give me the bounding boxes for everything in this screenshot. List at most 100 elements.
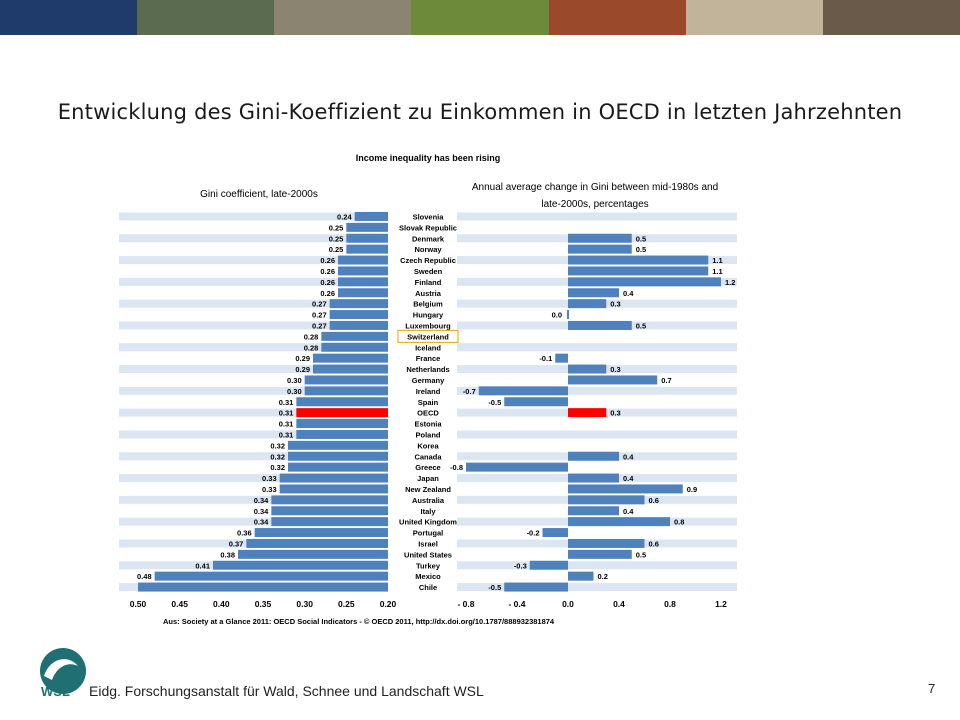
axis-ticks: 0.50 0.45 0.40 0.35 0.30 0.25 0.20 - 0.8 - 0.4 0.… [130, 599, 727, 609]
gini-bar [213, 560, 388, 570]
gini-value-label: 0.32 [270, 441, 285, 450]
country-label: Hungary [413, 311, 444, 320]
gini-value-label: 0.32 [270, 452, 285, 461]
change-bar [568, 506, 619, 516]
change-value-label: 1.1 [712, 267, 722, 276]
stripe-left [119, 386, 388, 395]
gini-value-label: 0.27 [312, 311, 327, 320]
change-value-label: 0.6 [649, 496, 659, 505]
gini-value-label: 0.28 [304, 332, 319, 341]
change-bar [568, 375, 658, 385]
gini-bar [271, 517, 388, 527]
change-bar [568, 538, 645, 548]
country-label: Poland [415, 430, 440, 439]
country-label: Korea [417, 441, 439, 450]
change-value-label: 0.9 [687, 485, 697, 494]
stripe-left [119, 452, 388, 461]
change-bar [568, 244, 632, 254]
country-label: Sweden [414, 267, 443, 276]
change-value-label: 0.4 [623, 452, 634, 461]
stripe-left [119, 474, 388, 483]
gini-bar [154, 571, 388, 581]
gini-value-label: 0.26 [320, 267, 335, 276]
gini-bar [329, 310, 388, 320]
banner-photo-5 [548, 0, 686, 35]
country-label: Canada [414, 452, 442, 461]
country-label: Estonia [414, 420, 442, 429]
change-bar [568, 451, 619, 461]
source-note: Aus: Society at a Glance 2011: OECD Soci… [163, 617, 555, 626]
left-tick-label: 0.30 [296, 599, 313, 609]
country-label: OECD [417, 409, 439, 418]
country-label: Japan [417, 474, 439, 483]
country-label: Netherlands [406, 365, 449, 374]
right-tick-label: - 0.8 [457, 599, 474, 609]
gini-bar [288, 462, 388, 472]
change-bar [542, 528, 568, 538]
right-tick-label: 1.2 [715, 599, 727, 609]
gini-bar [338, 266, 388, 276]
stripe-right [457, 343, 737, 352]
gini-bar [346, 244, 388, 254]
page-number: 7 [928, 681, 936, 696]
change-value-label: 0.5 [636, 245, 646, 254]
change-value-label: -0.1 [539, 354, 552, 363]
change-bar [568, 484, 683, 494]
stripe-left [119, 495, 388, 504]
header-photo-banner [0, 0, 960, 35]
change-value-label: 0.5 [636, 321, 646, 330]
gini-bar [254, 528, 388, 538]
stripe-left [119, 212, 388, 221]
stripe-left [119, 408, 388, 417]
stripe-left [119, 234, 388, 243]
country-label: Chile [419, 583, 437, 592]
stripe-right [457, 430, 737, 439]
stripe-left [119, 365, 388, 374]
gini-bar [313, 364, 388, 374]
gini-bar [246, 538, 388, 548]
left-tick-label: 0.25 [338, 599, 355, 609]
gini-value-label: 0.24 [337, 212, 352, 221]
left-tick-label: 0.40 [213, 599, 230, 609]
change-bar [568, 571, 594, 581]
change-value-label: -0.5 [488, 398, 501, 407]
change-value-label: 0.3 [610, 300, 620, 309]
right-tick-label: 0.8 [664, 599, 676, 609]
country-label: Slovenia [413, 212, 445, 221]
change-value-label: -0.2 [527, 529, 540, 538]
stripe-right [457, 583, 737, 592]
change-value-label: 0.4 [623, 507, 634, 516]
right-axis-label-line2: late-2000s, percentages [541, 199, 648, 210]
gini-value-label: 0.48 [137, 572, 152, 581]
country-label: France [416, 354, 441, 363]
gini-bar [288, 451, 388, 461]
change-value-label: 0.2 [598, 572, 608, 581]
gini-value-label: 0.38 [220, 550, 235, 559]
gini-bar [271, 506, 388, 516]
banner-photo-1 [0, 0, 138, 35]
country-label: United Kingdom [399, 518, 457, 527]
gini-bar [279, 473, 388, 483]
change-bar [478, 386, 568, 396]
change-value-label: 0.6 [649, 539, 659, 548]
change-bar [529, 560, 568, 570]
gini-bar [321, 342, 388, 352]
gini-value-label: 0.31 [279, 409, 294, 418]
gini-value-label: 0.30 [287, 376, 302, 385]
change-value-label: -0.5 [488, 583, 501, 592]
gini-value-label: 0.33 [262, 474, 277, 483]
change-value-label: 0.3 [610, 409, 620, 418]
gini-bar [346, 222, 388, 232]
change-value-label: -0.3 [514, 561, 527, 570]
gini-value-label: 0.27 [312, 321, 327, 330]
change-bar [504, 397, 568, 407]
banner-photo-7 [822, 0, 960, 35]
gini-bar [321, 331, 388, 341]
gini-value-label: 0.31 [279, 430, 294, 439]
gini-value-label: 0.37 [229, 539, 244, 548]
change-bar [568, 288, 619, 298]
gini-bar [296, 408, 388, 418]
country-label: Belgium [413, 300, 443, 309]
gini-value-label: 0.33 [262, 485, 277, 494]
banner-photo-6 [685, 0, 823, 35]
